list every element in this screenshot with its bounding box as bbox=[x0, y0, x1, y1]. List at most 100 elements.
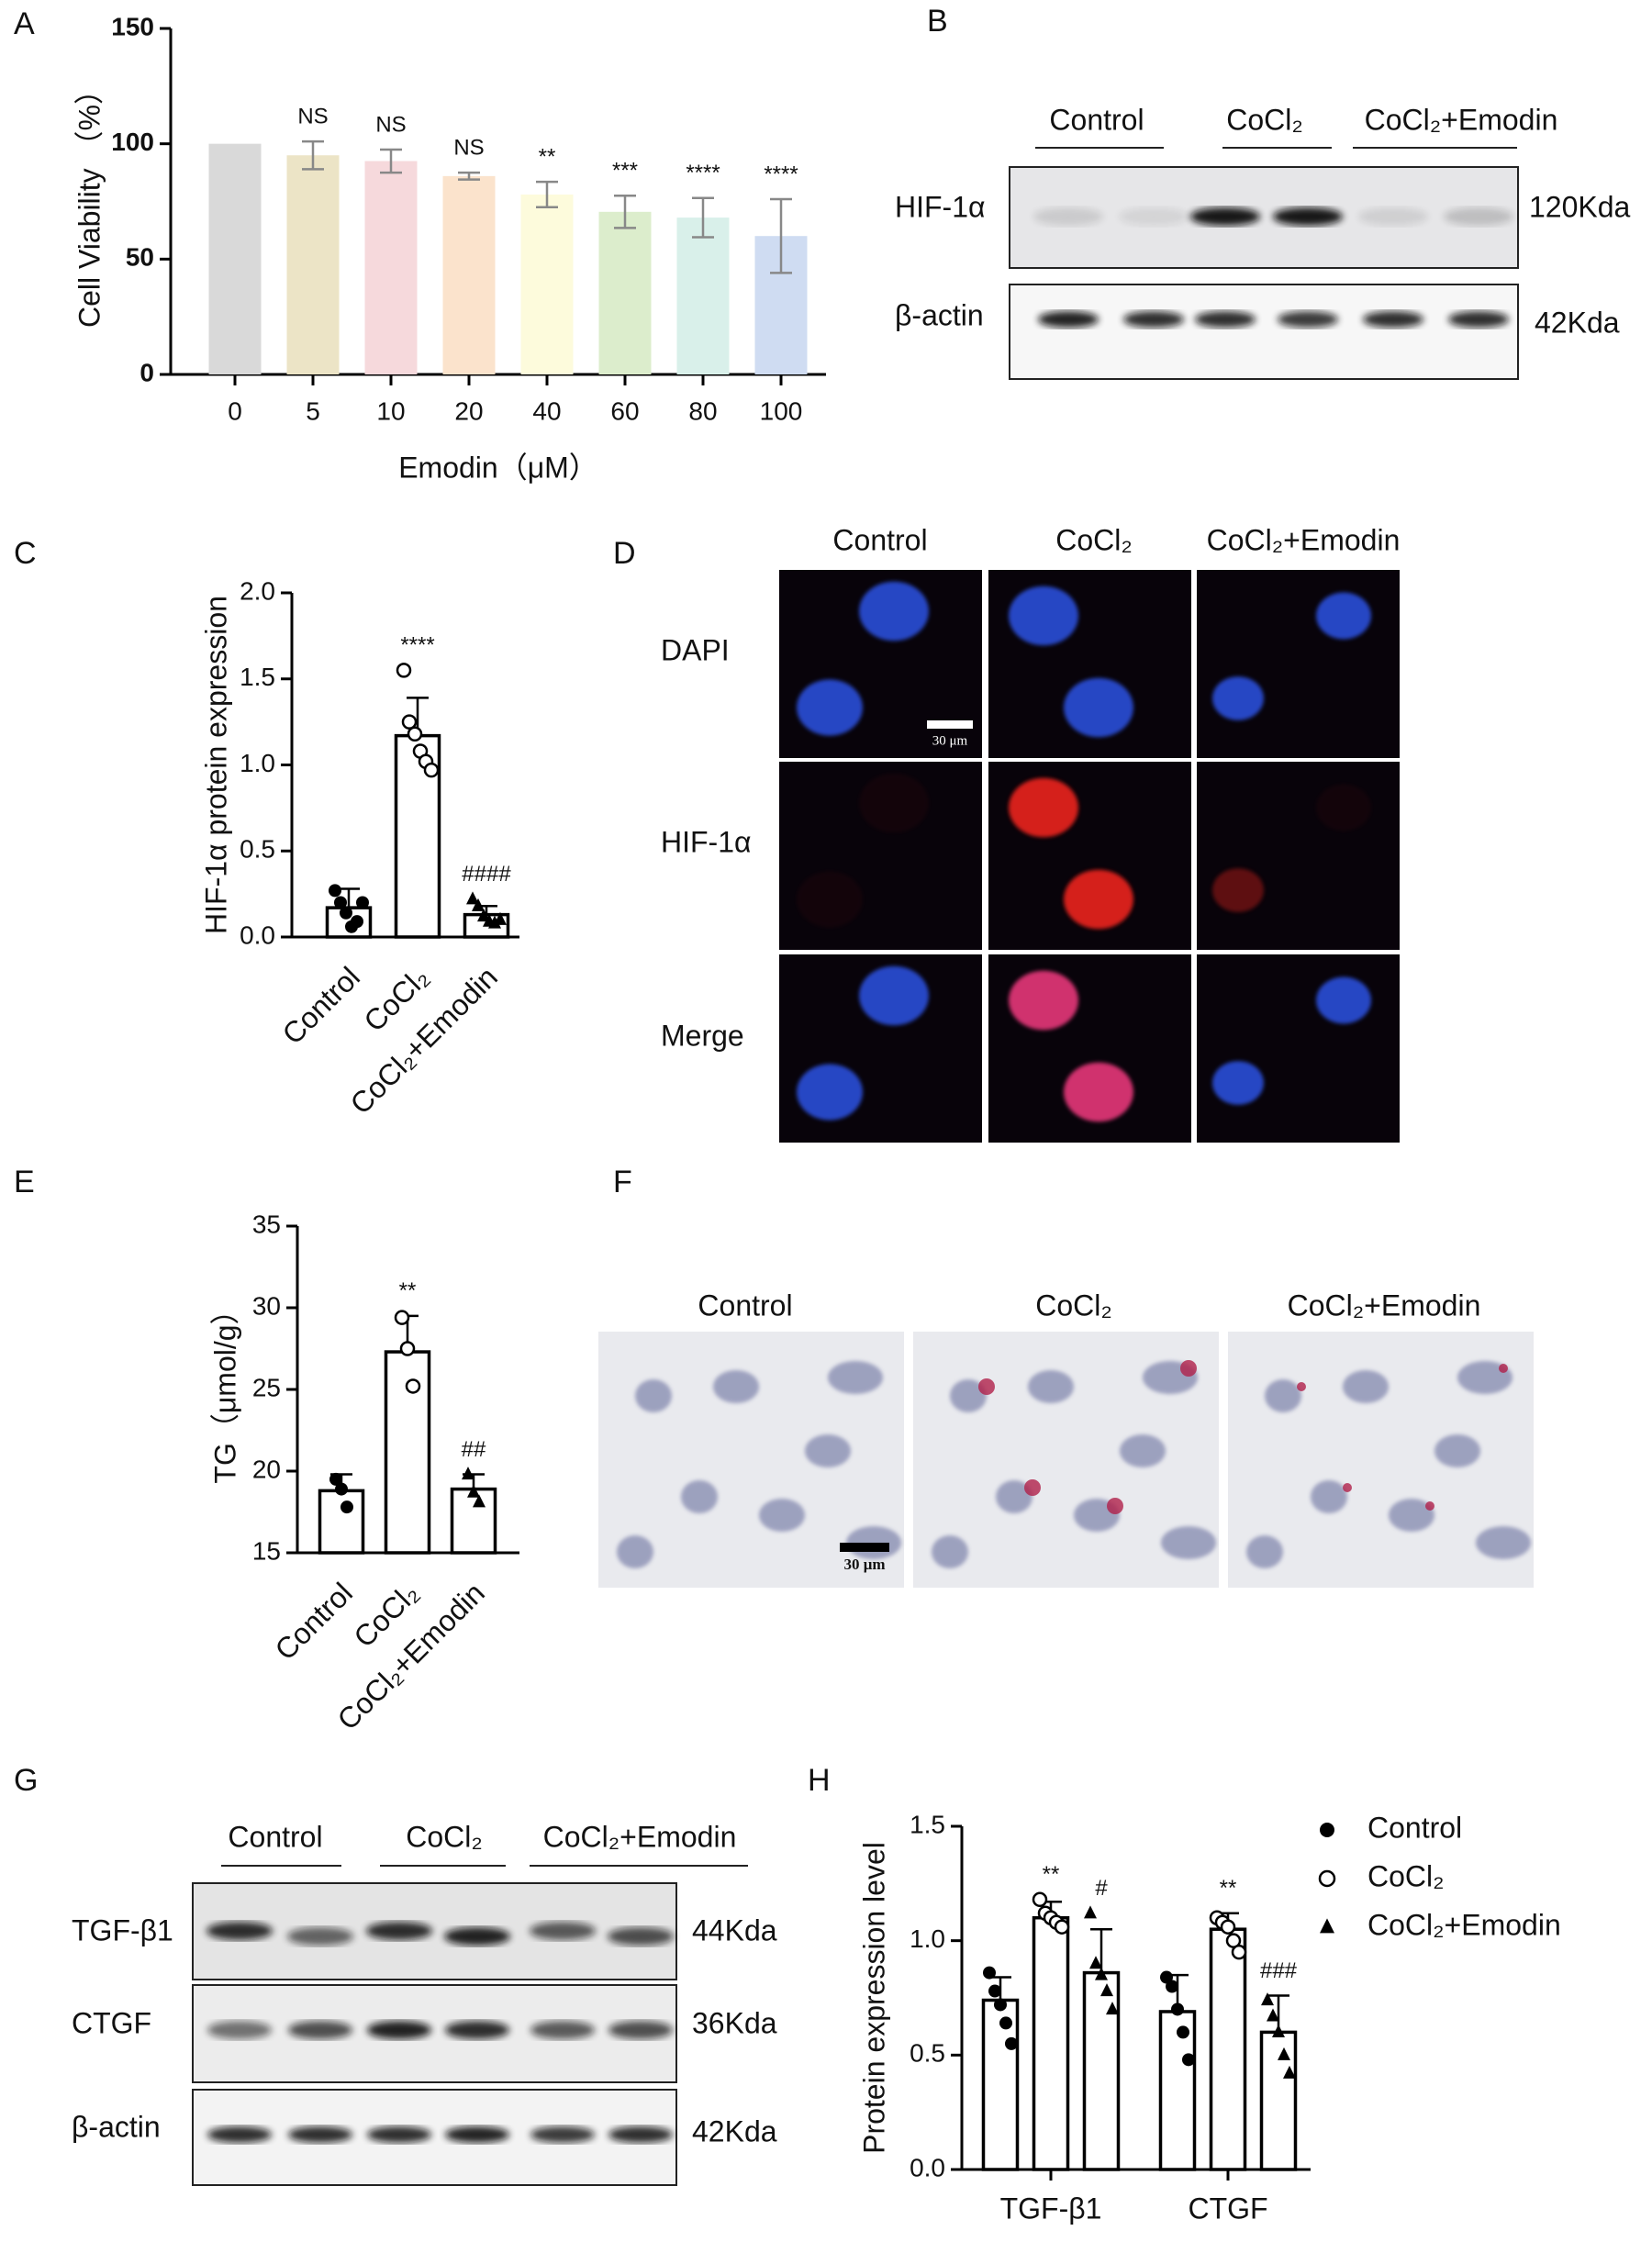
point bbox=[1171, 2002, 1184, 2016]
y-axis-label: Cell Viability （%） bbox=[73, 75, 106, 328]
legend-label: CoCl₂ bbox=[1367, 1859, 1445, 1892]
x-axis-label: Emodin（μM） bbox=[398, 451, 598, 484]
cell bbox=[617, 1535, 653, 1568]
band bbox=[530, 2021, 595, 2039]
band bbox=[206, 1922, 273, 1940]
bar bbox=[520, 194, 574, 374]
annotation: *** bbox=[612, 159, 638, 184]
point bbox=[396, 663, 412, 678]
bar bbox=[208, 143, 262, 374]
point bbox=[1084, 1905, 1097, 1919]
cell bbox=[1389, 1499, 1434, 1532]
bar bbox=[1158, 2010, 1197, 2171]
column-label: CoCl₂ bbox=[1035, 1288, 1112, 1322]
point bbox=[494, 911, 507, 925]
cell bbox=[1161, 1526, 1216, 1559]
row-label: HIF-1α bbox=[895, 190, 986, 223]
annotation: ** bbox=[539, 144, 556, 169]
x-tick-label: 20 bbox=[454, 396, 483, 425]
y-tick-label: 50 bbox=[126, 243, 154, 272]
point bbox=[472, 898, 485, 911]
cell bbox=[828, 1361, 883, 1394]
cell bbox=[1457, 1361, 1512, 1394]
group-label: CoCl₂ bbox=[406, 1820, 483, 1853]
cell bbox=[713, 1370, 759, 1403]
column-label: CoCl₂+Emodin bbox=[1288, 1288, 1481, 1322]
nucleus bbox=[1212, 1061, 1264, 1105]
nucleus bbox=[859, 965, 929, 1026]
bar bbox=[598, 211, 652, 374]
nucleus-red bbox=[1316, 784, 1371, 831]
bar bbox=[1259, 2030, 1298, 2171]
bar bbox=[442, 175, 496, 374]
row-label: HIF-1α bbox=[661, 825, 752, 858]
nucleus-red bbox=[1009, 777, 1078, 838]
y-tick-label: 1.5 bbox=[240, 663, 275, 691]
y-tick-label: 100 bbox=[111, 128, 154, 156]
size-label: 120Kda bbox=[1529, 190, 1631, 223]
point bbox=[1267, 2008, 1279, 2022]
point bbox=[1283, 2065, 1296, 2079]
band bbox=[444, 1927, 510, 1946]
x-tick-label: 0 bbox=[228, 396, 242, 425]
annotation: NS bbox=[453, 135, 484, 160]
annotation: ### bbox=[1260, 1958, 1298, 1983]
legend-label: CoCl₂+Emodin bbox=[1367, 1908, 1561, 1941]
y-tick-label: 0.5 bbox=[240, 835, 275, 864]
blot-g: Control CoCl₂ CoCl₂+Emodin TGF-β1 CTGF β… bbox=[72, 1820, 777, 2186]
column-label: CoCl₂+Emodin bbox=[1207, 523, 1401, 556]
y-tick-label: 20 bbox=[252, 1455, 281, 1483]
point bbox=[1231, 1944, 1247, 1960]
point bbox=[466, 891, 479, 905]
lipid bbox=[978, 1378, 995, 1395]
blot-b: Control CoCl₂ CoCl₂+Emodin HIF-1α β-acti… bbox=[895, 103, 1631, 380]
bar bbox=[286, 155, 340, 374]
band bbox=[530, 2126, 595, 2143]
nucleus bbox=[1316, 976, 1371, 1024]
point bbox=[423, 762, 440, 778]
band bbox=[1119, 207, 1189, 226]
bar bbox=[981, 1998, 1020, 2171]
annotation: ## bbox=[462, 1437, 486, 1462]
x-tick-label: 10 bbox=[376, 396, 405, 425]
band bbox=[1038, 311, 1099, 328]
row-label: β-actin bbox=[895, 298, 984, 331]
cell bbox=[1120, 1434, 1166, 1467]
cell bbox=[681, 1480, 718, 1513]
column-label: Control bbox=[832, 523, 927, 556]
band bbox=[608, 2126, 673, 2143]
group-label: Control bbox=[1049, 103, 1144, 136]
bar bbox=[1032, 1915, 1070, 2171]
point bbox=[999, 2016, 1012, 2030]
cell bbox=[1246, 1535, 1283, 1568]
annotation: **** bbox=[686, 161, 720, 185]
y-tick-label: 35 bbox=[252, 1210, 281, 1238]
y-tick-label: 25 bbox=[252, 1373, 281, 1401]
point bbox=[1320, 1823, 1334, 1837]
cell bbox=[1311, 1480, 1347, 1513]
cell bbox=[996, 1480, 1032, 1513]
lipid bbox=[1024, 1479, 1041, 1496]
annotation: # bbox=[1095, 1876, 1108, 1901]
band bbox=[207, 2021, 272, 2039]
y-tick-label: 150 bbox=[111, 12, 154, 40]
blot-box bbox=[192, 1984, 677, 2083]
point bbox=[405, 1378, 421, 1394]
band bbox=[366, 1922, 432, 1940]
annotation: NS bbox=[297, 104, 328, 128]
x-tick-label: 100 bbox=[760, 396, 803, 425]
bar bbox=[676, 218, 730, 374]
group-label: CoCl₂+Emodin bbox=[543, 1820, 737, 1853]
band bbox=[1278, 311, 1338, 328]
if-image bbox=[1197, 954, 1400, 1143]
size-label: 36Kda bbox=[692, 2006, 777, 2039]
point bbox=[1278, 2047, 1290, 2060]
blot-box bbox=[1009, 284, 1519, 380]
band bbox=[207, 2126, 272, 2143]
point bbox=[1318, 1869, 1336, 1888]
band bbox=[1195, 311, 1256, 328]
scale-text: 30 μm bbox=[843, 1556, 885, 1573]
column-label: Control bbox=[698, 1288, 792, 1322]
point bbox=[1095, 1967, 1108, 1980]
